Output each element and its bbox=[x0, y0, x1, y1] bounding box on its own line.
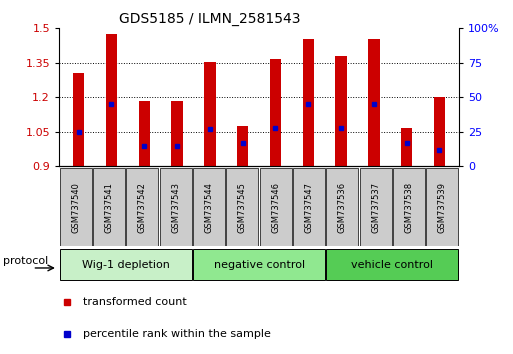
Bar bbox=[303, 39, 314, 166]
Text: Wig-1 depletion: Wig-1 depletion bbox=[82, 259, 170, 270]
Bar bbox=[160, 168, 192, 246]
Text: GSM737539: GSM737539 bbox=[438, 182, 447, 233]
Bar bbox=[393, 168, 425, 246]
Text: GSM737542: GSM737542 bbox=[138, 182, 147, 233]
Bar bbox=[139, 101, 150, 166]
Bar bbox=[60, 168, 92, 246]
Bar bbox=[204, 62, 215, 166]
Text: transformed count: transformed count bbox=[83, 297, 187, 307]
Bar bbox=[260, 168, 292, 246]
Bar bbox=[326, 250, 459, 280]
Text: percentile rank within the sample: percentile rank within the sample bbox=[83, 329, 271, 339]
Text: GSM737544: GSM737544 bbox=[205, 182, 213, 233]
Text: GSM737545: GSM737545 bbox=[238, 182, 247, 233]
Bar bbox=[106, 34, 117, 166]
Text: protocol: protocol bbox=[3, 256, 48, 266]
Bar bbox=[326, 168, 359, 246]
Bar bbox=[237, 126, 248, 166]
Text: GSM737540: GSM737540 bbox=[71, 182, 80, 233]
Bar bbox=[171, 101, 183, 166]
Bar bbox=[60, 250, 192, 280]
Bar bbox=[293, 168, 325, 246]
Bar bbox=[226, 168, 259, 246]
Bar bbox=[433, 97, 445, 166]
Bar bbox=[73, 73, 85, 166]
Text: GSM737543: GSM737543 bbox=[171, 182, 180, 233]
Text: GSM737546: GSM737546 bbox=[271, 182, 280, 233]
Bar bbox=[93, 168, 125, 246]
Bar bbox=[360, 168, 392, 246]
Bar bbox=[193, 168, 225, 246]
Text: GSM737538: GSM737538 bbox=[405, 182, 413, 233]
Bar bbox=[270, 59, 281, 166]
Bar bbox=[401, 129, 412, 166]
Bar bbox=[126, 168, 159, 246]
Text: GSM737541: GSM737541 bbox=[105, 182, 113, 233]
Text: vehicle control: vehicle control bbox=[351, 259, 433, 270]
Text: negative control: negative control bbox=[213, 259, 305, 270]
Text: GDS5185 / ILMN_2581543: GDS5185 / ILMN_2581543 bbox=[119, 12, 301, 26]
Bar bbox=[426, 168, 459, 246]
Bar bbox=[193, 250, 325, 280]
Text: GSM737547: GSM737547 bbox=[305, 182, 313, 233]
Bar bbox=[336, 56, 347, 166]
Text: GSM737537: GSM737537 bbox=[371, 182, 380, 233]
Text: GSM737536: GSM737536 bbox=[338, 182, 347, 233]
Bar bbox=[368, 39, 380, 166]
